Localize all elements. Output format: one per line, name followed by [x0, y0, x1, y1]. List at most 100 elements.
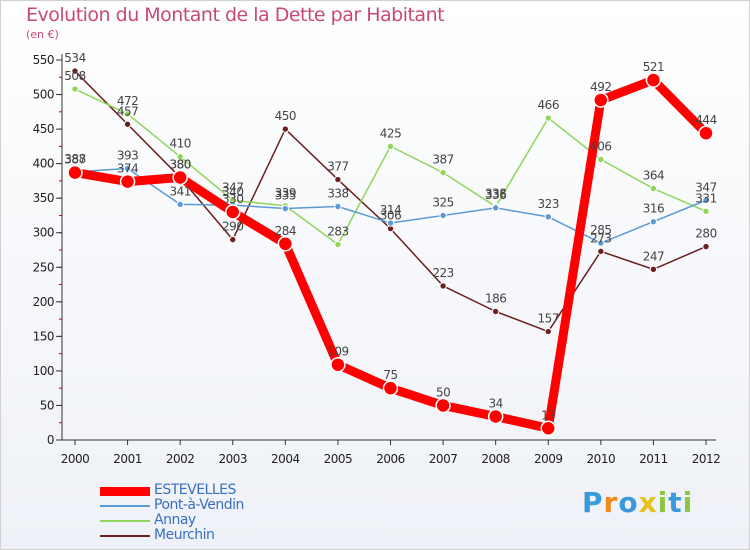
data-label: 223	[432, 266, 453, 280]
data-label: 508	[64, 69, 85, 83]
legend-item: Pont-à-Vendin	[100, 497, 360, 514]
data-point	[439, 211, 447, 220]
data-label: 387	[64, 153, 85, 167]
legend-swatch	[100, 535, 150, 537]
data-point	[698, 125, 714, 141]
data-point	[540, 420, 556, 437]
legend-item: Annay	[100, 512, 360, 529]
y-tick-label: 0	[47, 433, 54, 447]
legend-label: Annay	[154, 512, 196, 528]
data-point	[702, 207, 710, 216]
y-tick-label: 500	[33, 88, 54, 102]
data-label: 380	[169, 157, 190, 171]
data-point	[334, 175, 342, 184]
data-point	[281, 125, 290, 133]
x-tick-label: 2004	[271, 452, 300, 466]
x-tick-label: 2002	[166, 452, 195, 466]
data-label: 17	[541, 408, 555, 422]
data-point	[176, 200, 184, 209]
data-point	[544, 114, 552, 122]
data-label: 339	[275, 186, 296, 200]
data-label: 338	[485, 186, 506, 200]
data-point	[702, 242, 710, 251]
data-point	[281, 204, 290, 213]
data-label: 347	[695, 180, 716, 194]
data-label: 247	[643, 249, 664, 263]
data-point	[334, 202, 342, 211]
data-point	[71, 85, 79, 93]
data-point	[702, 196, 710, 204]
x-tick-label: 2001	[113, 452, 142, 466]
data-point	[649, 184, 658, 193]
data-label: 341	[169, 184, 190, 198]
data-label: 280	[695, 227, 716, 241]
data-point	[123, 164, 132, 173]
data-label: 330	[222, 192, 243, 206]
data-label: 410	[169, 137, 190, 151]
data-label: 273	[590, 231, 611, 245]
y-tick-label: 200	[33, 295, 54, 309]
legend-swatch	[100, 486, 150, 496]
series-line-meurchin	[74, 70, 707, 333]
data-label: 388	[64, 152, 85, 166]
data-label: 290	[222, 220, 243, 234]
legend-label: Pont-à-Vendin	[154, 497, 244, 513]
y-tick-label: 100	[33, 364, 54, 378]
x-tick-label: 2003	[218, 452, 247, 466]
data-point	[225, 204, 241, 220]
data-label: 283	[327, 224, 348, 238]
data-label: 323	[538, 197, 559, 211]
data-label: 425	[380, 126, 401, 140]
data-label: 109	[327, 345, 348, 359]
logo-letter: i	[657, 486, 669, 519]
data-point	[597, 155, 605, 164]
data-label: 306	[380, 209, 401, 223]
data-point	[386, 142, 395, 151]
x-tick-label: 2000	[61, 452, 90, 466]
data-label: 34	[489, 397, 503, 411]
data-label: 406	[590, 139, 611, 153]
data-label: 380	[169, 157, 190, 171]
data-label: 377	[327, 160, 348, 174]
data-label: 325	[432, 195, 453, 209]
data-label: 338	[327, 186, 348, 200]
data-point	[597, 239, 605, 247]
logo-letter: t	[668, 486, 683, 519]
data-point	[487, 408, 504, 425]
data-label: 157	[538, 312, 559, 326]
y-tick-label: 250	[33, 260, 54, 274]
data-label: 393	[117, 148, 138, 162]
data-label: 492	[590, 80, 611, 94]
data-point	[544, 327, 552, 336]
data-point	[67, 164, 83, 181]
data-label: 340	[222, 185, 243, 199]
y-tick-label: 450	[33, 122, 54, 136]
data-label: 521	[643, 60, 664, 74]
data-label: 534	[64, 51, 85, 65]
data-label: 387	[432, 153, 453, 167]
legend-swatch	[100, 520, 150, 522]
chart-title: Evolution du Montant de la Dette par Hab…	[26, 4, 445, 26]
data-labels: 534 457 380 290 450 377 306 223 186 157 273 247 280 5…	[64, 51, 717, 422]
legend-label: Meurchin	[154, 527, 215, 543]
x-tick-label: 2008	[481, 452, 510, 466]
logo-letter: x	[638, 486, 658, 519]
data-point	[386, 219, 395, 227]
data-point	[645, 72, 662, 88]
chart-unit: (en €)	[26, 28, 59, 41]
data-label: 314	[380, 203, 401, 217]
y-tick-label: 150	[33, 329, 54, 343]
legend-swatch	[100, 505, 150, 507]
y-tick-label: 50	[40, 398, 54, 412]
data-point	[277, 236, 294, 252]
x-tick-label: 2011	[639, 452, 668, 466]
data-point	[334, 240, 342, 249]
data-label: 75	[383, 368, 397, 382]
x-tick-label: 2009	[534, 452, 563, 466]
x-tick-label: 2007	[429, 452, 458, 466]
data-point	[593, 92, 609, 108]
legend-item: ESTEVELLES	[100, 482, 360, 499]
data-point	[330, 356, 346, 373]
y-tick-label: 400	[33, 157, 54, 171]
